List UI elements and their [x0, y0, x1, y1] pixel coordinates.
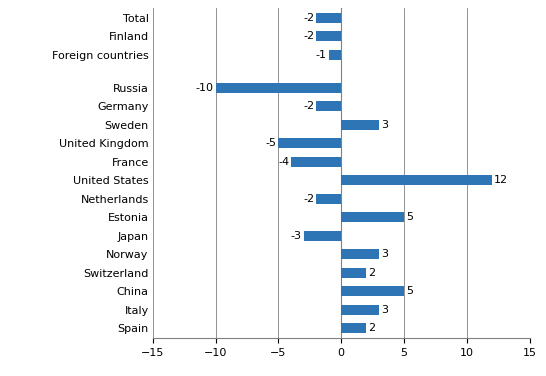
Bar	[316, 194, 341, 204]
Bar	[304, 231, 341, 241]
Bar	[316, 101, 341, 112]
Bar	[216, 83, 341, 93]
Bar	[316, 31, 341, 41]
Bar	[341, 212, 404, 223]
Text: 3: 3	[381, 305, 388, 315]
Text: -4: -4	[278, 157, 289, 167]
Text: 12: 12	[494, 175, 508, 185]
Text: -5: -5	[265, 138, 277, 149]
Text: 5: 5	[406, 212, 413, 222]
Bar	[341, 175, 492, 185]
Text: -2: -2	[303, 31, 314, 41]
Bar	[341, 323, 366, 333]
Text: -2: -2	[303, 194, 314, 204]
Bar	[316, 13, 341, 23]
Text: -2: -2	[303, 13, 314, 23]
Bar	[341, 286, 404, 296]
Text: 2: 2	[368, 323, 375, 333]
Bar	[341, 120, 379, 130]
Bar	[341, 305, 379, 315]
Text: 3: 3	[381, 249, 388, 259]
Text: -10: -10	[196, 83, 214, 93]
Text: 2: 2	[368, 268, 375, 278]
Text: -2: -2	[303, 102, 314, 111]
Bar	[291, 157, 341, 167]
Text: -3: -3	[290, 231, 302, 241]
Bar	[329, 50, 341, 60]
Bar	[278, 138, 341, 149]
Bar	[341, 268, 366, 278]
Text: 3: 3	[381, 120, 388, 130]
Bar	[341, 249, 379, 259]
Text: 5: 5	[406, 286, 413, 296]
Text: -1: -1	[316, 50, 327, 60]
